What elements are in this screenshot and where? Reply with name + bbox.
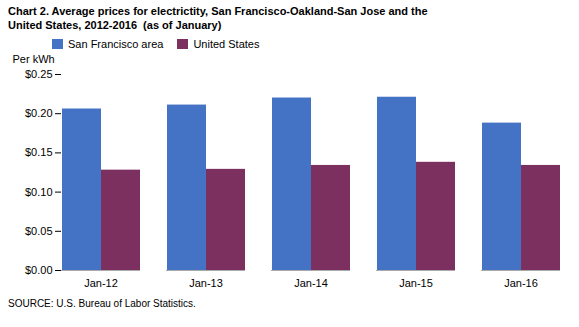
html-text:SOURCE: U.S. Bureau of Labor S: SOURCE: U.S. Bureau of Labor Statistics. [8, 298, 196, 309]
svg-text:Jan-13: Jan-13 [189, 277, 223, 289]
svg-text:Jan-14: Jan-14 [294, 277, 328, 289]
svg-text:Jan-16: Jan-16 [504, 277, 538, 289]
html-text:United States: United States [193, 38, 260, 50]
svg-text:Jan-15: Jan-15 [399, 277, 433, 289]
svg-text:$0.05: $0.05 [25, 225, 53, 237]
svg-text:$0.15: $0.15 [25, 146, 53, 158]
svg-text:$0.10: $0.10 [25, 186, 53, 198]
svg-text:$0.00: $0.00 [25, 264, 53, 276]
svg-text:Jan-12: Jan-12 [84, 277, 118, 289]
svg-text:Per kWh: Per kWh [13, 53, 55, 65]
svg-text:$0.20: $0.20 [25, 107, 53, 119]
html-text:San Francisco area: San Francisco area [68, 38, 164, 50]
svg-text:$0.25: $0.25 [25, 68, 53, 80]
html-text:Chart 2. Average prices for el: Chart 2. Average prices for electrictity… [8, 5, 428, 31]
